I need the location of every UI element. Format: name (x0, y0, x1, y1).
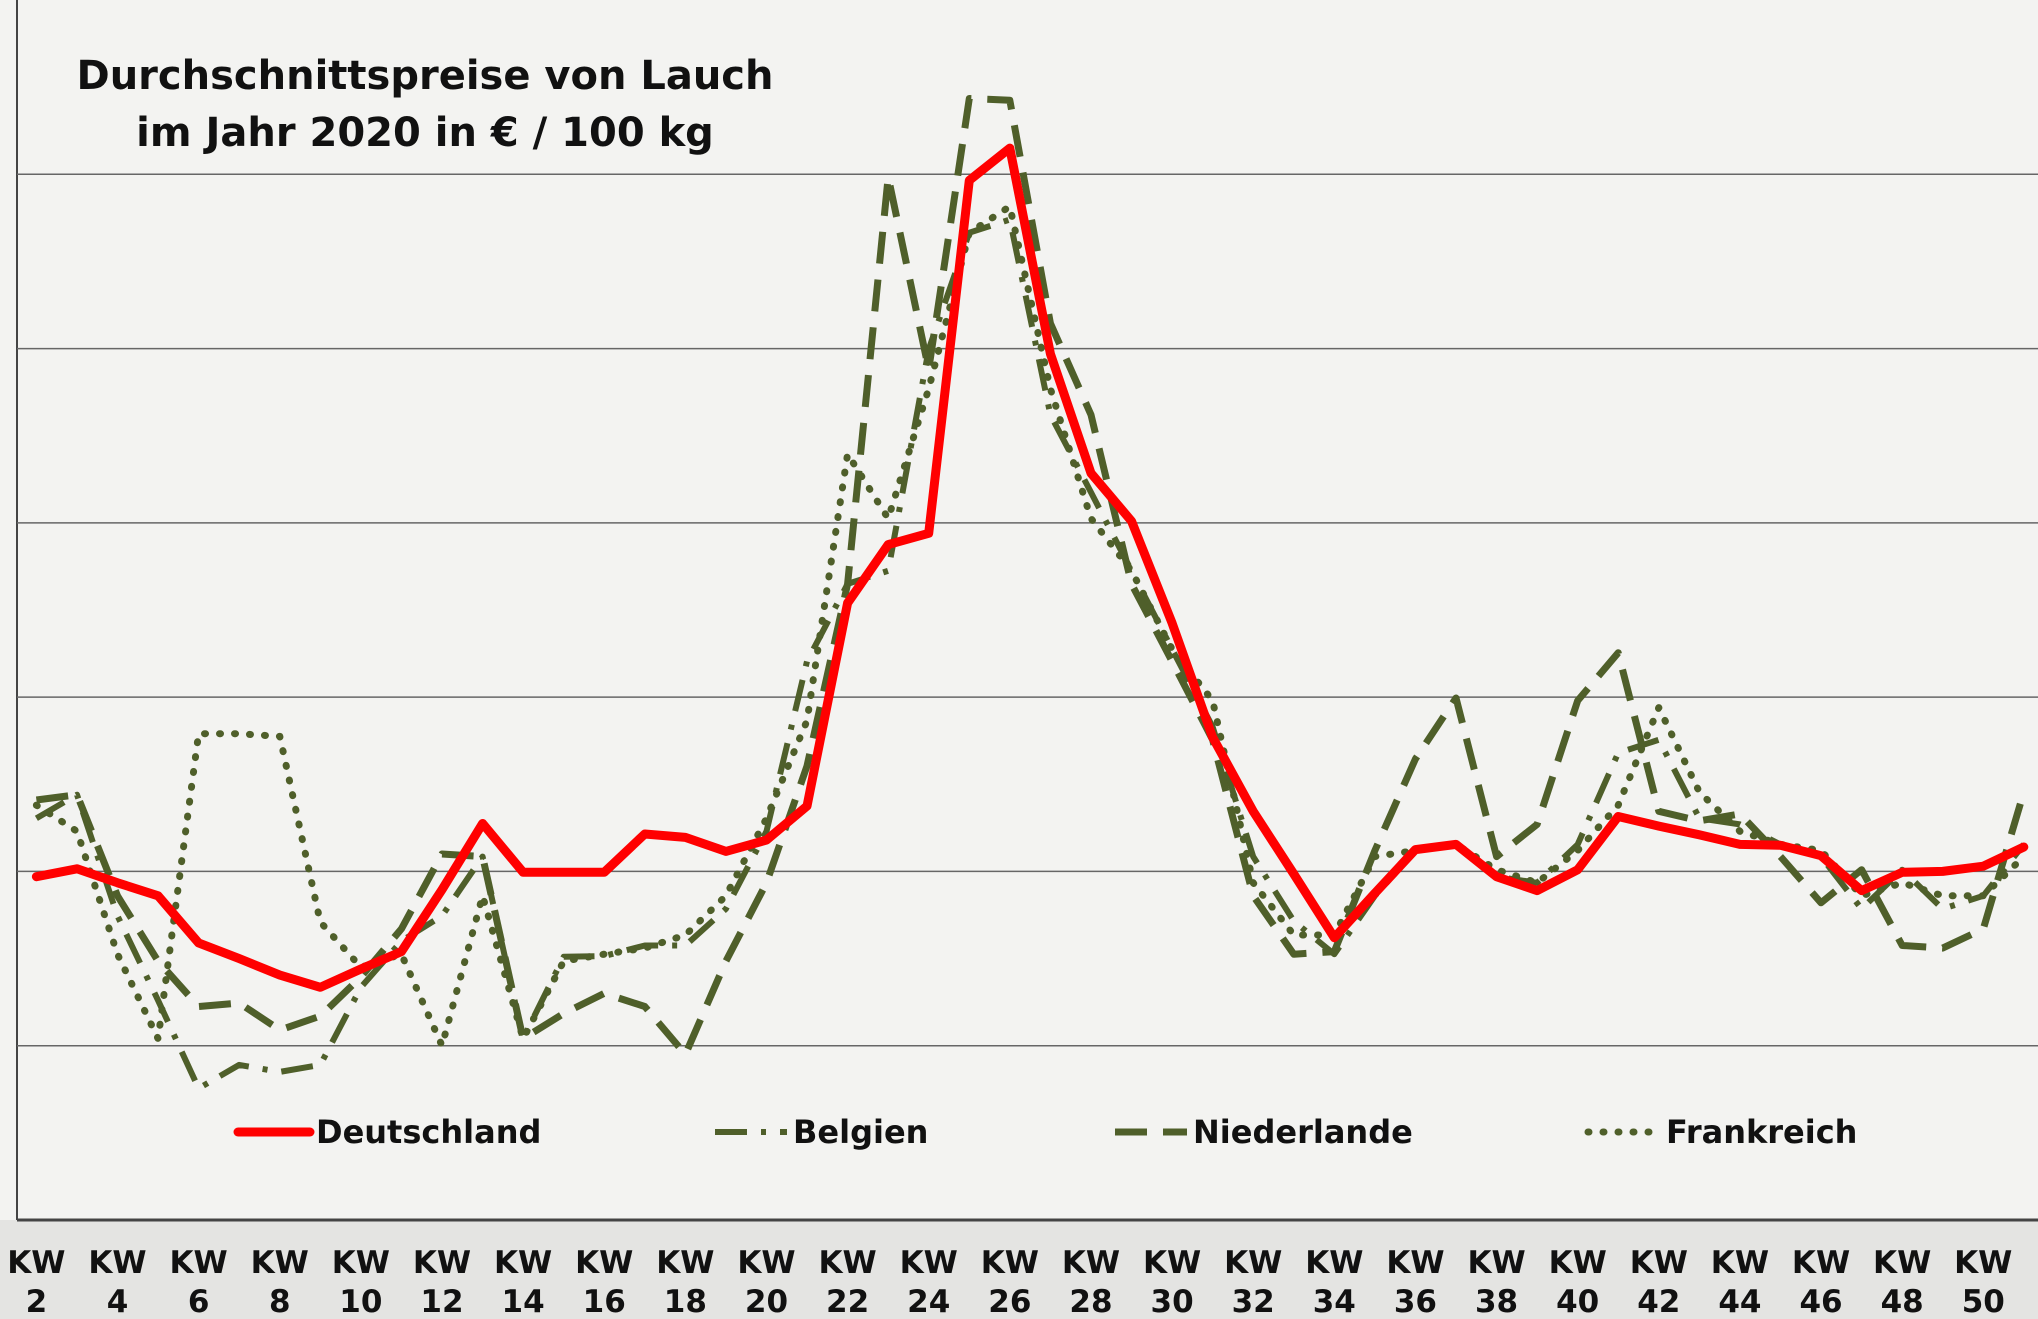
series-line (31, 143, 2029, 992)
x-tick-label: KW 2 (7, 1245, 66, 1319)
x-tick-label: KW 14 (494, 1245, 553, 1319)
x-tick-label: KW 6 (169, 1245, 228, 1319)
legend-label: Deutschland (316, 1113, 541, 1151)
x-tick-label: KW 4 (88, 1245, 147, 1319)
x-tick-label: KW 10 (331, 1245, 390, 1319)
x-tick-label: KW 8 (250, 1245, 309, 1319)
x-tick-label: KW 50 (1954, 1245, 2013, 1319)
x-tick-label: KW 40 (1548, 1245, 1607, 1319)
x-tick-label: KW 44 (1710, 1245, 1770, 1319)
legend-label: Belgien (793, 1113, 928, 1151)
x-tick-label: KW 36 (1386, 1245, 1445, 1319)
series-line (32, 203, 2028, 1050)
legend-label: Frankreich (1666, 1113, 1857, 1151)
x-tick-label: KW 26 (980, 1245, 1039, 1319)
x-tick-label: KW 20 (737, 1245, 796, 1319)
x-tick-label: KW 24 (899, 1245, 958, 1319)
legend-label: Niederlande (1193, 1113, 1413, 1151)
x-tick-label: KW 42 (1629, 1245, 1688, 1319)
x-tick-label: KW 46 (1791, 1245, 1851, 1319)
x-tick-label: KW 12 (412, 1245, 472, 1319)
axis-band (0, 1220, 2038, 1319)
x-tick-label: KW 22 (818, 1245, 877, 1319)
x-tick-label: KW 38 (1467, 1245, 1526, 1319)
x-tick-label: KW 16 (575, 1245, 634, 1319)
chart-title: Durchschnittspreise von Lauch im Jahr 20… (76, 53, 774, 156)
x-tick-label: KW 30 (1142, 1245, 1202, 1319)
x-tick-label: KW 28 (1061, 1245, 1121, 1319)
x-tick-label: KW 18 (656, 1245, 715, 1319)
x-tick-label: KW 48 (1873, 1245, 1932, 1319)
x-tick-label: KW 34 (1305, 1245, 1364, 1319)
series-line (34, 216, 2027, 1092)
x-tick-label: KW 32 (1224, 1245, 1283, 1319)
